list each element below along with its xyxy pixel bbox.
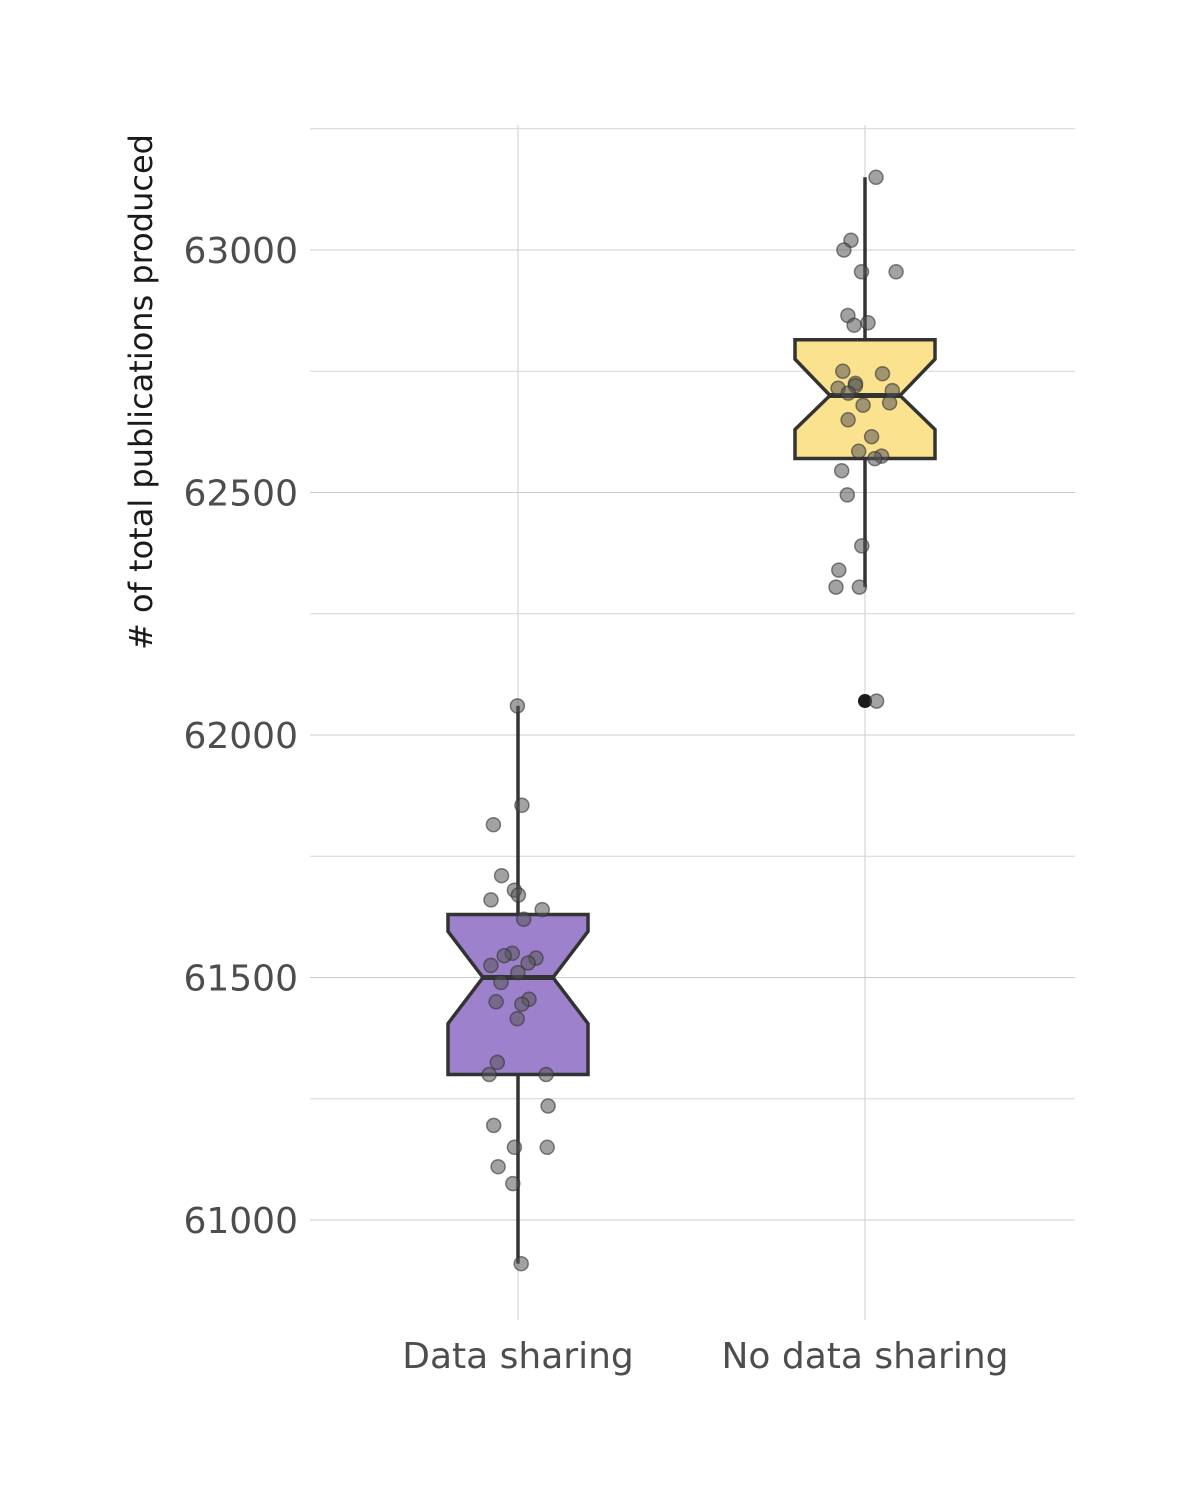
y-tick-label: 61500	[183, 959, 298, 1000]
data-point	[514, 996, 530, 1012]
data-point	[854, 538, 870, 554]
data-point	[488, 994, 504, 1010]
data-point	[881, 395, 898, 411]
x-axis-tick-labels: Data sharing No data sharing	[402, 1336, 1008, 1377]
y-axis-tick-labels: 61000 61500 62000 62500 63000	[183, 231, 298, 1242]
data-point	[828, 579, 844, 595]
data-point	[520, 955, 536, 971]
data-point	[835, 363, 851, 380]
box-1	[446, 705, 590, 1264]
data-point	[846, 317, 862, 333]
y-tick-label: 62500	[183, 474, 298, 515]
data-point	[490, 1158, 506, 1175]
data-point	[481, 1066, 497, 1083]
x-tick-label: No data sharing	[721, 1336, 1008, 1377]
data-point	[483, 957, 499, 974]
data-point	[496, 947, 512, 964]
data-point	[505, 1175, 521, 1192]
boxes	[446, 177, 937, 1264]
data-point	[513, 1255, 529, 1272]
notched-box	[446, 912, 590, 1077]
data-point	[509, 698, 526, 714]
y-axis-title: # of total publications produced	[122, 134, 160, 650]
data-point	[831, 562, 847, 578]
data-point	[514, 797, 530, 814]
data-point	[489, 1054, 506, 1071]
data-point	[874, 365, 891, 382]
outlier-point	[858, 694, 872, 709]
data-point	[860, 315, 876, 331]
data-point	[493, 974, 509, 991]
data-point	[888, 264, 904, 280]
data-point	[506, 1139, 523, 1156]
data-point	[515, 911, 532, 928]
data-point	[839, 487, 856, 503]
data-point	[509, 1010, 525, 1027]
data-point	[840, 412, 856, 428]
y-tick-label: 63000	[183, 231, 298, 272]
data-point	[493, 867, 510, 884]
data-point	[538, 1066, 554, 1083]
x-tick-label: Data sharing	[402, 1336, 634, 1377]
data-point	[855, 397, 871, 413]
data-point	[853, 264, 870, 280]
data-point	[850, 443, 867, 460]
data-point	[510, 887, 527, 903]
data-point	[851, 579, 868, 595]
data-point	[540, 1098, 556, 1114]
data-point	[840, 385, 857, 401]
data-point	[483, 892, 499, 908]
data-point	[863, 428, 880, 445]
data-point	[485, 816, 502, 833]
data-point	[868, 169, 884, 186]
data-point	[867, 450, 883, 467]
data-point	[510, 964, 526, 981]
grid	[310, 125, 1075, 1320]
data-point	[539, 1139, 555, 1156]
data-point	[833, 462, 850, 479]
data-point	[534, 901, 550, 918]
data-point	[836, 242, 852, 258]
data-point	[485, 1117, 502, 1134]
y-tick-label: 61000	[183, 1201, 298, 1242]
data-point	[868, 693, 885, 709]
y-tick-label: 62000	[183, 716, 298, 757]
jitter-points	[481, 169, 904, 1272]
